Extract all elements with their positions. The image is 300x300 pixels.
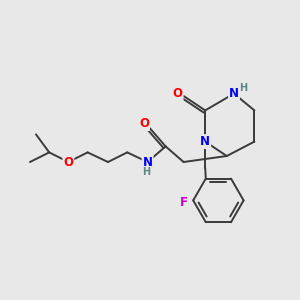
Text: O: O: [139, 117, 149, 130]
Text: F: F: [180, 196, 188, 209]
Text: H: H: [239, 82, 248, 93]
Text: H: H: [142, 167, 151, 177]
Text: O: O: [63, 155, 74, 169]
Text: N: N: [200, 135, 210, 148]
Text: N: N: [142, 155, 153, 169]
Text: O: O: [172, 87, 183, 100]
Text: N: N: [229, 87, 239, 100]
